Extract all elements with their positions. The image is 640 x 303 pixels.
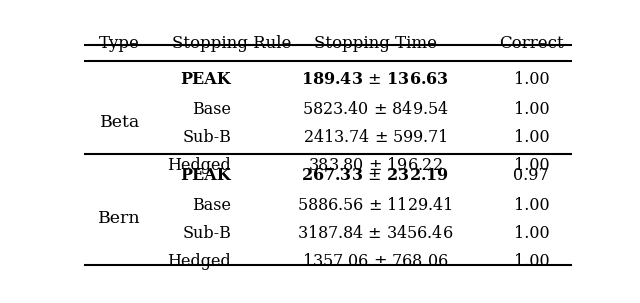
Text: Base: Base bbox=[192, 101, 231, 118]
Text: 1.00: 1.00 bbox=[513, 253, 549, 270]
Text: 1357.06 $\pm$ 768.06: 1357.06 $\pm$ 768.06 bbox=[302, 253, 449, 270]
Text: 1.00: 1.00 bbox=[513, 197, 549, 214]
Text: Bern: Bern bbox=[99, 210, 141, 227]
Text: Hedged: Hedged bbox=[168, 253, 231, 270]
Text: Beta: Beta bbox=[100, 114, 140, 131]
Text: Sub-B: Sub-B bbox=[182, 129, 231, 146]
Text: 1.00: 1.00 bbox=[513, 71, 549, 88]
Text: 267.33 $\pm$ 232.19: 267.33 $\pm$ 232.19 bbox=[301, 167, 449, 184]
Text: PEAK: PEAK bbox=[180, 71, 231, 88]
Text: Stopping Rule: Stopping Rule bbox=[172, 35, 291, 52]
Text: 1.00: 1.00 bbox=[513, 101, 549, 118]
Text: 189.43 $\pm$ 136.63: 189.43 $\pm$ 136.63 bbox=[301, 71, 449, 88]
Text: Base: Base bbox=[192, 197, 231, 214]
Text: 3187.84 $\pm$ 3456.46: 3187.84 $\pm$ 3456.46 bbox=[297, 225, 453, 242]
Text: 5823.40 $\pm$ 849.54: 5823.40 $\pm$ 849.54 bbox=[301, 101, 449, 118]
Text: Hedged: Hedged bbox=[168, 157, 231, 174]
Text: Type: Type bbox=[99, 35, 140, 52]
Text: Sub-B: Sub-B bbox=[182, 225, 231, 242]
Text: 1.00: 1.00 bbox=[513, 157, 549, 174]
Text: Stopping Time: Stopping Time bbox=[314, 35, 436, 52]
Text: PEAK: PEAK bbox=[180, 167, 231, 184]
Text: 2413.74 $\pm$ 599.71: 2413.74 $\pm$ 599.71 bbox=[303, 129, 447, 146]
Text: Correct: Correct bbox=[499, 35, 564, 52]
Text: 1.00: 1.00 bbox=[513, 129, 549, 146]
Text: 383.80 $\pm$ 196.22: 383.80 $\pm$ 196.22 bbox=[308, 157, 442, 174]
Text: 1.00: 1.00 bbox=[513, 225, 549, 242]
Text: 5886.56 $\pm$ 1129.41: 5886.56 $\pm$ 1129.41 bbox=[298, 197, 453, 214]
Text: 0.97: 0.97 bbox=[513, 167, 549, 184]
